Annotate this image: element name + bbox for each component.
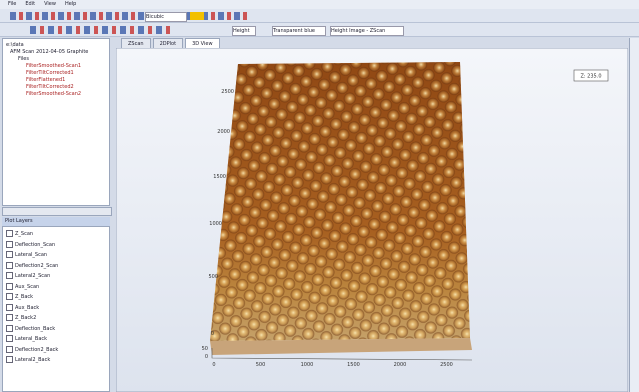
list-label: Z_Back <box>15 294 33 300</box>
dropdown[interactable]: Bicubic <box>145 12 187 22</box>
list-label: Deflection_Scan <box>15 242 55 248</box>
tree-node[interactable]: FilterTiltCorrected1 <box>6 70 109 77</box>
toolbar-2: Height Transparent blue Height Image - Z… <box>0 23 639 37</box>
checkbox[interactable] <box>6 272 13 279</box>
menu-bar: File Edit View Help <box>0 0 639 9</box>
menu-item[interactable]: Help <box>65 0 76 9</box>
checkbox[interactable] <box>6 356 13 363</box>
tree-node[interactable]: FilterSmoothed-Scan2 <box>6 91 109 98</box>
tab[interactable]: 3D View <box>185 38 220 48</box>
y-tick-label: 1000 <box>209 221 222 227</box>
dropdown[interactable]: Transparent blue <box>272 26 326 36</box>
x-tick-label: 1000 <box>301 362 314 368</box>
side-strip <box>629 38 639 392</box>
checkbox[interactable] <box>6 262 13 269</box>
checkbox[interactable] <box>6 314 13 321</box>
y-tick-label: 2000 <box>217 129 230 135</box>
value-box-text: Z: 235.0 <box>580 74 601 80</box>
y-tick-label: 0 <box>211 331 214 337</box>
menu-item[interactable]: Edit <box>25 0 35 9</box>
dropdown[interactable]: Height Image - ZScan <box>330 26 404 36</box>
checkbox[interactable] <box>6 346 13 353</box>
list-item[interactable]: Z_Back <box>6 292 109 303</box>
checkbox[interactable] <box>6 293 13 300</box>
list-label: Deflection2_Back <box>15 347 58 353</box>
y-tick-label: 1500 <box>213 174 226 180</box>
x-tick-label: 500 <box>256 362 266 368</box>
list-item[interactable]: Deflection_Back <box>6 324 109 335</box>
list-label: Aux_Back <box>15 305 39 311</box>
list-item[interactable]: Lateral2_Scan <box>6 271 109 282</box>
checkbox[interactable] <box>6 335 13 342</box>
list-label: Lateral2_Scan <box>15 273 50 279</box>
app-window: File Edit View Help Bicubic Height Transpar… <box>0 0 639 392</box>
checkbox[interactable] <box>6 325 13 332</box>
tab[interactable]: 2DPlot <box>153 38 183 48</box>
list-label: Z_Back2 <box>15 315 36 321</box>
list-item[interactable]: Aux_Scan <box>6 282 109 293</box>
x-tick-label: 2500 <box>440 362 453 368</box>
dropdown[interactable]: Height <box>232 26 256 36</box>
list-label: Deflection2_Scan <box>15 263 58 269</box>
x-tick-label: 1500 <box>347 362 360 368</box>
list-label: Lateral2_Back <box>15 357 50 363</box>
list-label: Lateral_Back <box>15 336 47 342</box>
x-tick-label: 0 <box>212 362 215 368</box>
tab[interactable]: ZScan <box>121 38 151 48</box>
checkbox[interactable] <box>6 230 13 237</box>
list-item[interactable]: Lateral_Back <box>6 334 109 345</box>
list-item[interactable]: Lateral2_Back <box>6 355 109 366</box>
z-tick-label: 0 <box>205 354 208 360</box>
checkbox[interactable] <box>6 241 13 248</box>
panel-header: Plot Layers <box>2 217 110 226</box>
list-item[interactable]: Deflection_Scan <box>6 240 109 251</box>
list-label: Aux_Scan <box>15 284 39 290</box>
tree-node[interactable]: FilterSmoothed-Scan1 <box>6 63 109 70</box>
list-item[interactable]: Deflection2_Scan <box>6 261 109 272</box>
list-label: Z_Scan <box>15 231 33 237</box>
checkbox[interactable] <box>6 283 13 290</box>
tree-node[interactable]: FilterTiltCorrected2 <box>6 84 109 91</box>
y-tick-label: 2500 <box>221 89 234 95</box>
scrollbar[interactable] <box>2 207 112 216</box>
toolbar: Bicubic <box>0 9 639 23</box>
toolbar-icons[interactable] <box>10 12 250 20</box>
tree-node[interactable]: AFM Scan 2012-04-05 Graphite <box>6 49 109 56</box>
surface <box>206 58 476 348</box>
z-tick-label: 50 <box>202 346 208 352</box>
checkbox[interactable] <box>6 251 13 258</box>
list-label: Deflection_Back <box>15 326 55 332</box>
color-swatch[interactable] <box>190 12 204 20</box>
tree-node[interactable]: Files <box>6 56 109 63</box>
menu-item[interactable]: View <box>44 0 56 9</box>
layer-list: Z_Scan Deflection_Scan Lateral_Scan Deflect… <box>2 226 110 392</box>
list-label: Lateral_Scan <box>15 252 47 258</box>
list-item[interactable]: Lateral_Scan <box>6 250 109 261</box>
list-item[interactable]: Z_Scan <box>6 229 109 240</box>
y-tick-label: 500 <box>208 274 218 280</box>
toolbar-icons[interactable] <box>30 26 170 34</box>
tree-node[interactable]: e:\data <box>6 42 109 49</box>
checkbox[interactable] <box>6 304 13 311</box>
list-item[interactable]: Z_Back2 <box>6 313 109 324</box>
tree-node[interactable]: FilterFlattened1 <box>6 77 109 84</box>
menu-item[interactable]: File <box>8 0 16 9</box>
list-item[interactable]: Deflection2_Back <box>6 345 109 356</box>
x-tick-label: 2000 <box>394 362 407 368</box>
list-item[interactable]: Aux_Back <box>6 303 109 314</box>
